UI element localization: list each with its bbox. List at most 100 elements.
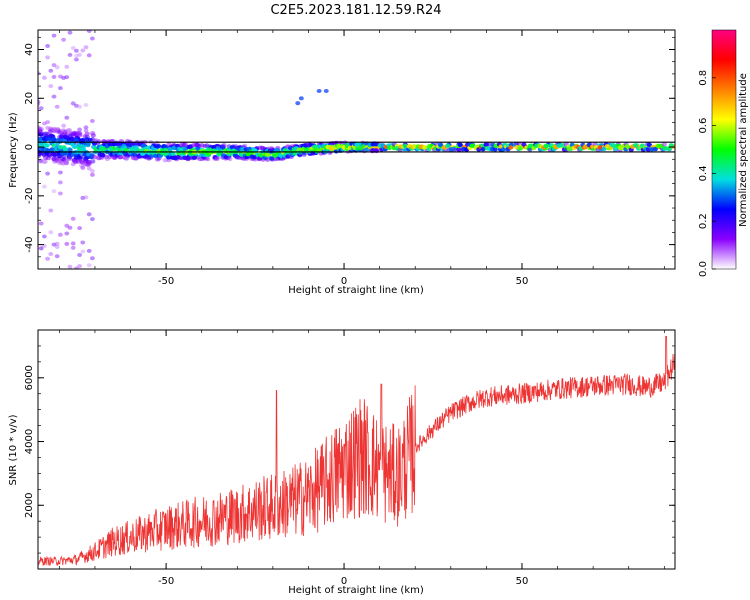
- spectrogram-cell: [64, 231, 70, 236]
- spectrogram-cell: [445, 143, 451, 148]
- spectrogram-y-tick-label: 0: [24, 144, 35, 150]
- spectrogram-cell: [527, 143, 533, 149]
- spectrogram-cell: [48, 230, 54, 235]
- spectrogram-cell: [61, 75, 66, 80]
- spectrogram-cell: [44, 143, 50, 148]
- snr-series-line: [38, 335, 675, 567]
- spectrogram-cell: [38, 221, 44, 226]
- spectrogram-cell: [77, 127, 82, 132]
- spectrogram-cell: [70, 245, 76, 250]
- spectrogram-ticks: -50 0 50 -40 -20 0 20 40: [24, 30, 675, 287]
- spectrogram-cell: [51, 63, 57, 68]
- spectrogram-cell: [38, 106, 44, 111]
- snr-y-label: SNR (10 * v/v): [8, 414, 19, 485]
- spectrogram-cell: [543, 143, 549, 149]
- spectrogram-cell: [58, 232, 63, 237]
- spectrogram-cell: [227, 156, 233, 162]
- spectrogram-cell: [156, 144, 162, 149]
- spectrogram-cell: [38, 246, 44, 251]
- spectrogram-cell: [58, 180, 63, 185]
- spectrogram-cell: [162, 158, 168, 163]
- spectrogram-cell: [54, 65, 60, 70]
- spectrogram-cell: [176, 151, 182, 156]
- spectrogram-cell: [297, 152, 303, 158]
- colorbar-tick-label: 0.0: [698, 261, 709, 277]
- colorbar-tick-label: 0.6: [698, 118, 709, 134]
- spectrogram-cell: [45, 44, 50, 48]
- spectrogram-cell: [80, 48, 86, 53]
- spectrogram-cell: [182, 142, 188, 147]
- spectrogram-cell: [76, 131, 82, 137]
- spectrogram-cell: [214, 156, 220, 162]
- spectrogram-cell: [83, 195, 89, 200]
- spectrogram-cell: [277, 153, 283, 158]
- spectrogram-cell: [197, 156, 203, 162]
- spectrogram-cell: [301, 152, 307, 157]
- spectrogram-cell: [264, 157, 271, 162]
- spectrogram-cell: [54, 254, 60, 259]
- spectrogram-cell: [51, 242, 57, 247]
- spectrogram-cell: [96, 139, 102, 144]
- spectrogram-cell: [77, 264, 82, 269]
- snr-x-tick-label: 50: [516, 576, 529, 587]
- reference-lines: [38, 141, 675, 153]
- spectrogram-cell: [666, 146, 672, 151]
- spectrogram-cell: [251, 155, 258, 160]
- snr-y-tick-label: 6000: [24, 365, 35, 390]
- spectrogram-cell: [48, 68, 54, 73]
- spectrogram-cell: [64, 223, 70, 228]
- spectrogram-cell: [90, 172, 95, 177]
- spectrogram-cell: [140, 151, 146, 156]
- spectrogram-cell: [90, 159, 96, 164]
- spectrogram-cell: [77, 104, 82, 109]
- spectrogram-cell: [83, 45, 89, 50]
- spectrogram-cell: [83, 125, 89, 130]
- spectrogram-cell: [79, 138, 85, 143]
- snr-y-tick-label: 2000: [24, 493, 35, 518]
- spectrogram-cell: [45, 171, 50, 176]
- spectrogram-cell: [170, 151, 176, 157]
- spectrogram-cell: [438, 142, 444, 147]
- spectrogram-cell: [354, 142, 360, 147]
- spectrogram-y-tick-label: 20: [24, 92, 35, 105]
- spectrogram-cell: [38, 246, 44, 251]
- spectrogram-cell: [80, 240, 86, 245]
- spectrogram-cell: [42, 234, 47, 239]
- spectrogram-cell: [86, 30, 92, 33]
- spectrogram-cell: [457, 142, 463, 148]
- spectrogram-cell: [256, 156, 262, 162]
- colorbar-scale: [712, 30, 736, 269]
- snr-frame: [37, 329, 676, 570]
- spectrogram-cell: [298, 96, 304, 101]
- snr-panel: -50 0 50 2000 4000 6000 Height of straight li…: [8, 329, 676, 596]
- spectrogram-cell: [77, 52, 82, 57]
- spectrogram-cell: [64, 241, 70, 246]
- spectrogram-cell: [58, 191, 63, 196]
- spectrogram-cell: [480, 147, 486, 152]
- spectrogram-cell: [108, 147, 114, 153]
- spectrogram-cell: [167, 147, 173, 152]
- spectrogram-cell: [74, 53, 79, 58]
- spectrogram-cell: [469, 143, 475, 148]
- spectrogram-y-label: Frequency (Hz): [8, 112, 19, 188]
- spectrogram-cell: [51, 74, 57, 79]
- spectrogram-cell: [50, 136, 57, 142]
- spectrogram-cell: [54, 241, 60, 246]
- spectrogram-cell: [48, 84, 54, 89]
- spectrogram-cell: [86, 248, 92, 253]
- spectrogram-panel: -50 0 50 -40 -20 0 20 40 Height of straight lin…: [8, 29, 676, 296]
- spectrogram-cell: [38, 99, 41, 104]
- spectrogram-cell: [90, 256, 95, 261]
- spectrogram-cell: [63, 160, 69, 166]
- spectrogram-cell: [61, 37, 66, 42]
- spectrogram-cell: [45, 256, 50, 261]
- spectrogram-cell: [86, 263, 92, 268]
- spectrogram-cell: [668, 143, 674, 148]
- spectrogram-cell: [90, 217, 95, 222]
- spectrogram-cell: [54, 245, 60, 249]
- spectrogram-cell: [38, 159, 44, 164]
- spectrogram-cell: [70, 101, 76, 106]
- spectrogram-cell: [90, 36, 95, 41]
- spectrogram-cell: [83, 103, 89, 107]
